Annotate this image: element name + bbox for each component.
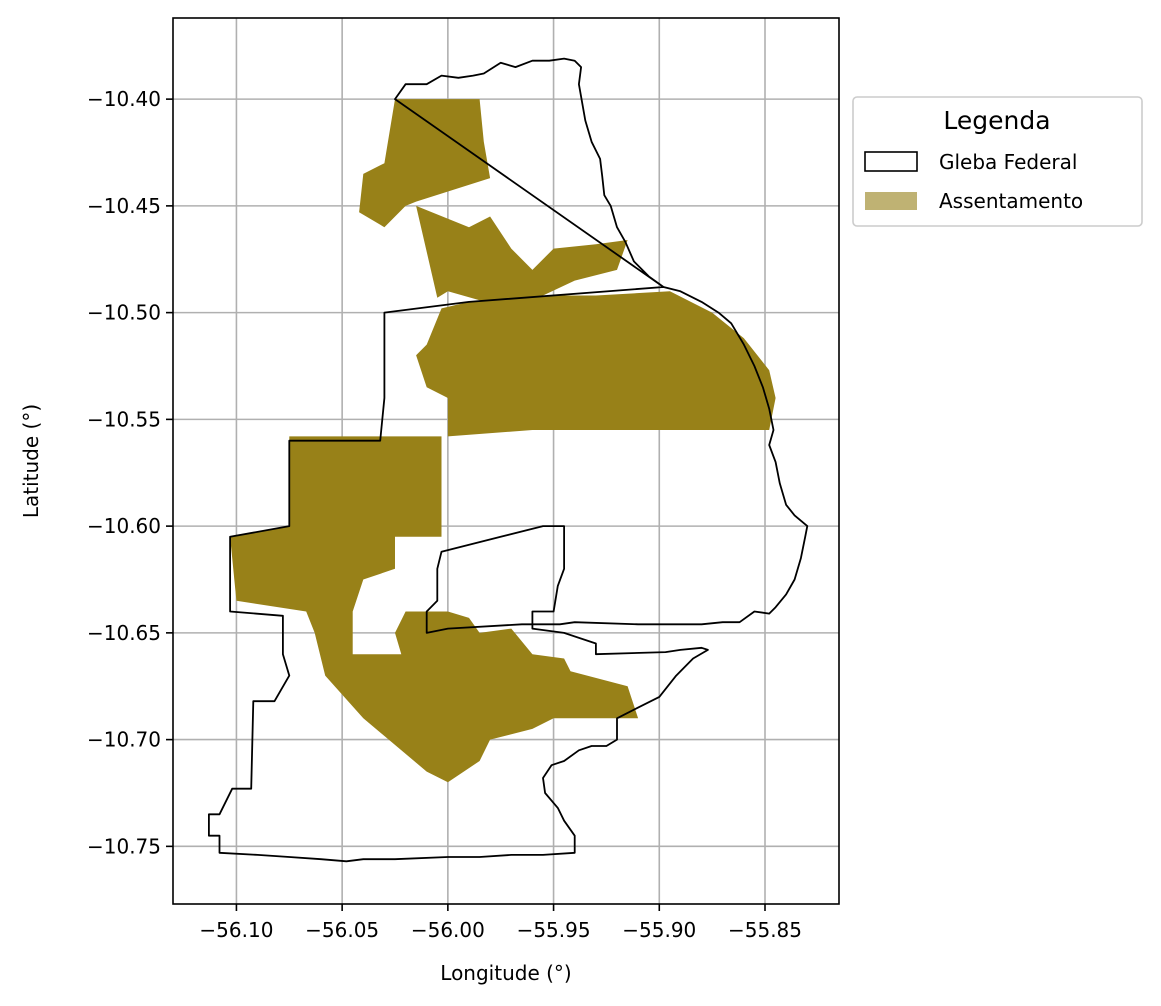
y-tick-label: −10.50 bbox=[87, 301, 161, 325]
x-tick-label: −55.85 bbox=[728, 918, 802, 942]
y-axis-ticks: −10.40 −10.45 −10.50 −10.55 −10.60 −10.65 −10.… bbox=[87, 87, 173, 858]
y-axis-label: Latitude (°) bbox=[19, 404, 43, 518]
axes-frame bbox=[172, 17, 840, 905]
legend-box bbox=[852, 96, 1143, 227]
legend-title: Legenda bbox=[943, 106, 1050, 135]
assentamento-polygon bbox=[359, 99, 491, 228]
legend: Legenda Gleba Federal Assentamento bbox=[852, 96, 1143, 227]
gleba-federal-layer bbox=[208, 57, 809, 863]
legend-swatch-gleba-federal bbox=[864, 151, 918, 172]
y-tick-label: −10.65 bbox=[87, 621, 161, 645]
assentamento-polygon bbox=[416, 291, 776, 437]
y-tick-label: −10.70 bbox=[87, 728, 161, 752]
legend-swatch-assentamento bbox=[865, 192, 917, 210]
x-tick-label: −56.05 bbox=[305, 918, 379, 942]
x-tick-label: −55.95 bbox=[517, 918, 591, 942]
legend-label-gleba-federal: Gleba Federal bbox=[939, 150, 1077, 174]
y-tick-label: −10.55 bbox=[87, 407, 161, 431]
assentamento-polygon bbox=[416, 205, 628, 307]
y-tick-label: −10.60 bbox=[87, 514, 161, 538]
x-axis-ticks: −56.10 −56.05 −56.00 −55.95 −55.90 −55.85 bbox=[199, 904, 802, 942]
legend-label-assentamento: Assentamento bbox=[939, 189, 1083, 213]
y-tick-label: −10.75 bbox=[87, 834, 161, 858]
y-tick-label: −10.40 bbox=[87, 87, 161, 111]
x-tick-label: −56.10 bbox=[199, 918, 273, 942]
y-tick-label: −10.45 bbox=[87, 194, 161, 218]
x-tick-label: −56.00 bbox=[411, 918, 485, 942]
gleba-federal-boundary bbox=[208, 57, 809, 863]
assentamento-polygon bbox=[230, 436, 639, 783]
x-axis-label: Longitude (°) bbox=[440, 961, 571, 985]
assentamento-layer bbox=[230, 99, 776, 783]
plot-area bbox=[173, 18, 839, 904]
x-tick-label: −55.90 bbox=[622, 918, 696, 942]
